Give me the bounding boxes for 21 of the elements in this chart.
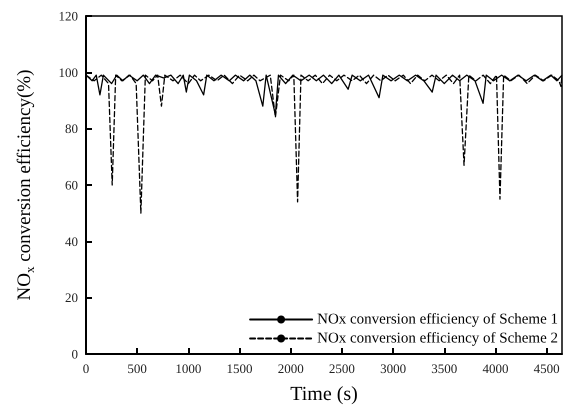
x-axis-title: Time (s) (290, 383, 358, 405)
x-tick-label: 4000 (482, 361, 508, 376)
x-tick-label: 2000 (278, 361, 304, 376)
x-tick-label: 3000 (380, 361, 406, 376)
y-tick-label: 20 (65, 290, 78, 306)
x-tick-label: 1000 (175, 361, 202, 376)
y-tick-label: 100 (58, 64, 78, 80)
y-tick-label: 60 (65, 178, 78, 192)
x-tick-label: 3500 (431, 361, 458, 376)
x-tick-label: 500 (127, 361, 147, 376)
legend-label: NOx conversion efficiency of Scheme 2 (317, 330, 558, 346)
x-tick-label: 0 (82, 361, 90, 376)
y-tick-label: 80 (65, 121, 78, 136)
y-axis-title: NOx conversion efficiency(%) (14, 70, 37, 300)
x-tick-label: 4500 (534, 361, 560, 376)
x-tick-label: 1500 (226, 361, 253, 376)
legend-label: NOx conversion efficiency of Scheme 1 (317, 312, 558, 328)
y-tick-label: 0 (72, 346, 78, 362)
y-tick-label: 120 (58, 8, 78, 24)
y-tick-label: 40 (65, 234, 78, 249)
x-tick-label: 2500 (328, 361, 355, 376)
